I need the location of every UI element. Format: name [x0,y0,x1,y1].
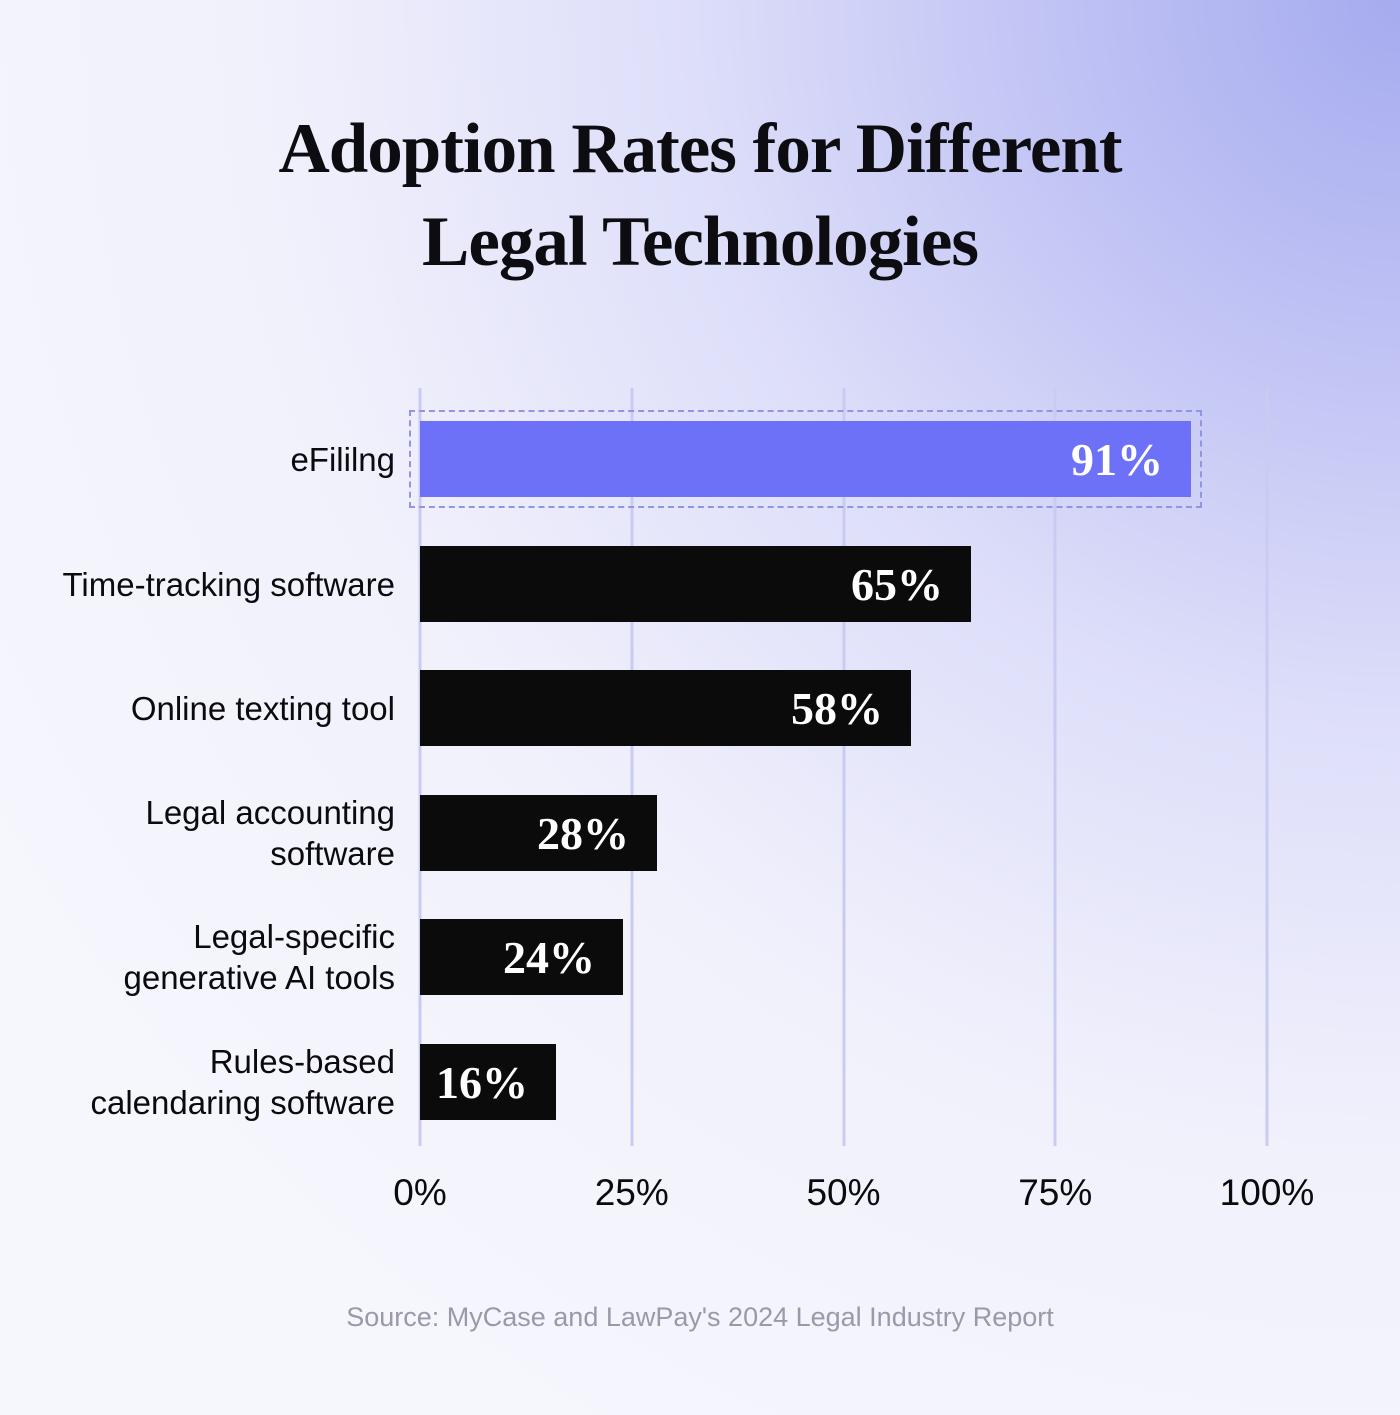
x-tick-label: 0% [393,1172,447,1213]
bar: 65% [420,546,971,622]
bar: 16% [420,1044,556,1120]
gridline-0 [418,388,422,1146]
bar-value-label: 28% [537,807,629,859]
category-label: eFililng [290,440,395,478]
bar: 28% [420,795,657,871]
bar-value-label: 16% [436,1056,528,1108]
bar-highlighted: 91% [420,421,1191,497]
chart-row: Legal accounting software 28% [0,794,1400,872]
x-tick-label: 25% [594,1172,669,1213]
bar-value-label: 91% [1071,433,1163,485]
x-tick-label: 75% [1018,1172,1093,1213]
x-axis: 0% 25% 50% 75% 100% [0,1172,1400,1222]
chart-row: Online texting tool 58% [0,670,1400,746]
x-tick-label: 50% [806,1172,881,1213]
category-label: Online texting tool [130,689,395,727]
bar-value-label: 65% [851,558,943,610]
category-label: Legal accounting software [145,794,395,872]
bar-value-label: 58% [791,682,883,734]
bar: 58% [420,670,911,746]
category-label: Time-tracking software [62,565,395,603]
chart-row: Rules-based calendaring software 16% [0,1043,1400,1121]
chart-row: Time-tracking software 65% [0,546,1400,622]
category-label: Rules-based calendaring software [90,1043,395,1121]
chart-row: eFililng 91% [0,421,1400,497]
bar-value-label: 24% [503,931,595,983]
gridline-75 [1053,388,1057,1146]
bar: 24% [420,919,623,995]
category-label: Legal-specific generative AI tools [123,918,395,996]
gridline-50 [842,388,845,1146]
chart-title-line-1: Adoption Rates for Different [278,110,1123,188]
chart-title: Adoption Rates for Different Legal Techn… [0,103,1400,289]
x-tick-label: 100% [1219,1172,1315,1213]
chart-title-line-2: Legal Technologies [422,203,979,281]
highlighted-bar-outline [409,410,1202,508]
source-caption: Source: MyCase and LawPay's 2024 Legal I… [346,1302,1054,1332]
gridline-100 [1265,388,1269,1146]
chart-row: Legal-specific generative AI tools 24% [0,918,1400,996]
gridline-25 [630,388,634,1146]
